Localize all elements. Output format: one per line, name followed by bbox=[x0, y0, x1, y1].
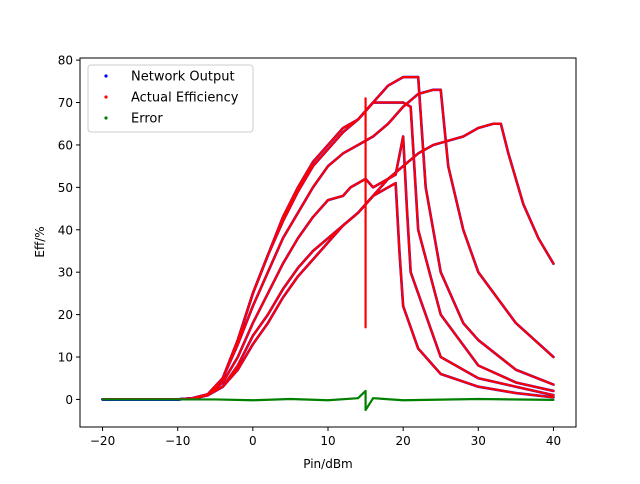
x-tick-label: −20 bbox=[90, 434, 115, 448]
y-tick-label: 50 bbox=[58, 181, 73, 195]
y-tick-label: 20 bbox=[58, 308, 73, 322]
legend-label-error: Error bbox=[131, 112, 163, 127]
y-tick-label: 70 bbox=[58, 96, 73, 110]
legend-label-actual-efficiency: Actual Efficiency bbox=[131, 91, 239, 106]
x-tick-label: 20 bbox=[396, 434, 411, 448]
legend-label-network-output: Network Output bbox=[131, 70, 235, 85]
x-axis: −20 −10 0 10 20 30 40 bbox=[90, 427, 561, 448]
series-actual-efficiency-curve-1 bbox=[101, 135, 555, 401]
y-tick-label: 40 bbox=[58, 223, 73, 237]
y-axis-label: Eff/% bbox=[33, 226, 47, 257]
legend-marker-network-output bbox=[104, 74, 108, 78]
y-tick-label: 30 bbox=[58, 266, 73, 280]
y-tick-label: 60 bbox=[58, 138, 73, 152]
y-axis: 0 10 20 30 40 50 60 70 80 bbox=[58, 54, 80, 407]
plot-area bbox=[101, 75, 555, 412]
x-tick-label: −10 bbox=[165, 434, 190, 448]
series-actual-efficiency-curve-5 bbox=[101, 88, 555, 401]
x-axis-label: Pin/dBm bbox=[303, 457, 353, 471]
x-tick-label: 40 bbox=[546, 434, 561, 448]
x-tick-label: 30 bbox=[471, 434, 486, 448]
legend-frame bbox=[87, 64, 254, 133]
legend: Network Output Actual Efficiency Error bbox=[87, 64, 254, 133]
y-tick-label: 10 bbox=[58, 351, 73, 365]
legend-marker-error bbox=[104, 116, 108, 120]
y-tick-label: 80 bbox=[58, 54, 73, 68]
legend-marker-actual-efficiency bbox=[104, 95, 108, 99]
x-tick-label: 10 bbox=[320, 434, 335, 448]
x-tick-label: 0 bbox=[249, 434, 257, 448]
y-tick-label: 0 bbox=[65, 393, 73, 407]
series-error-curve-1 bbox=[101, 389, 555, 412]
